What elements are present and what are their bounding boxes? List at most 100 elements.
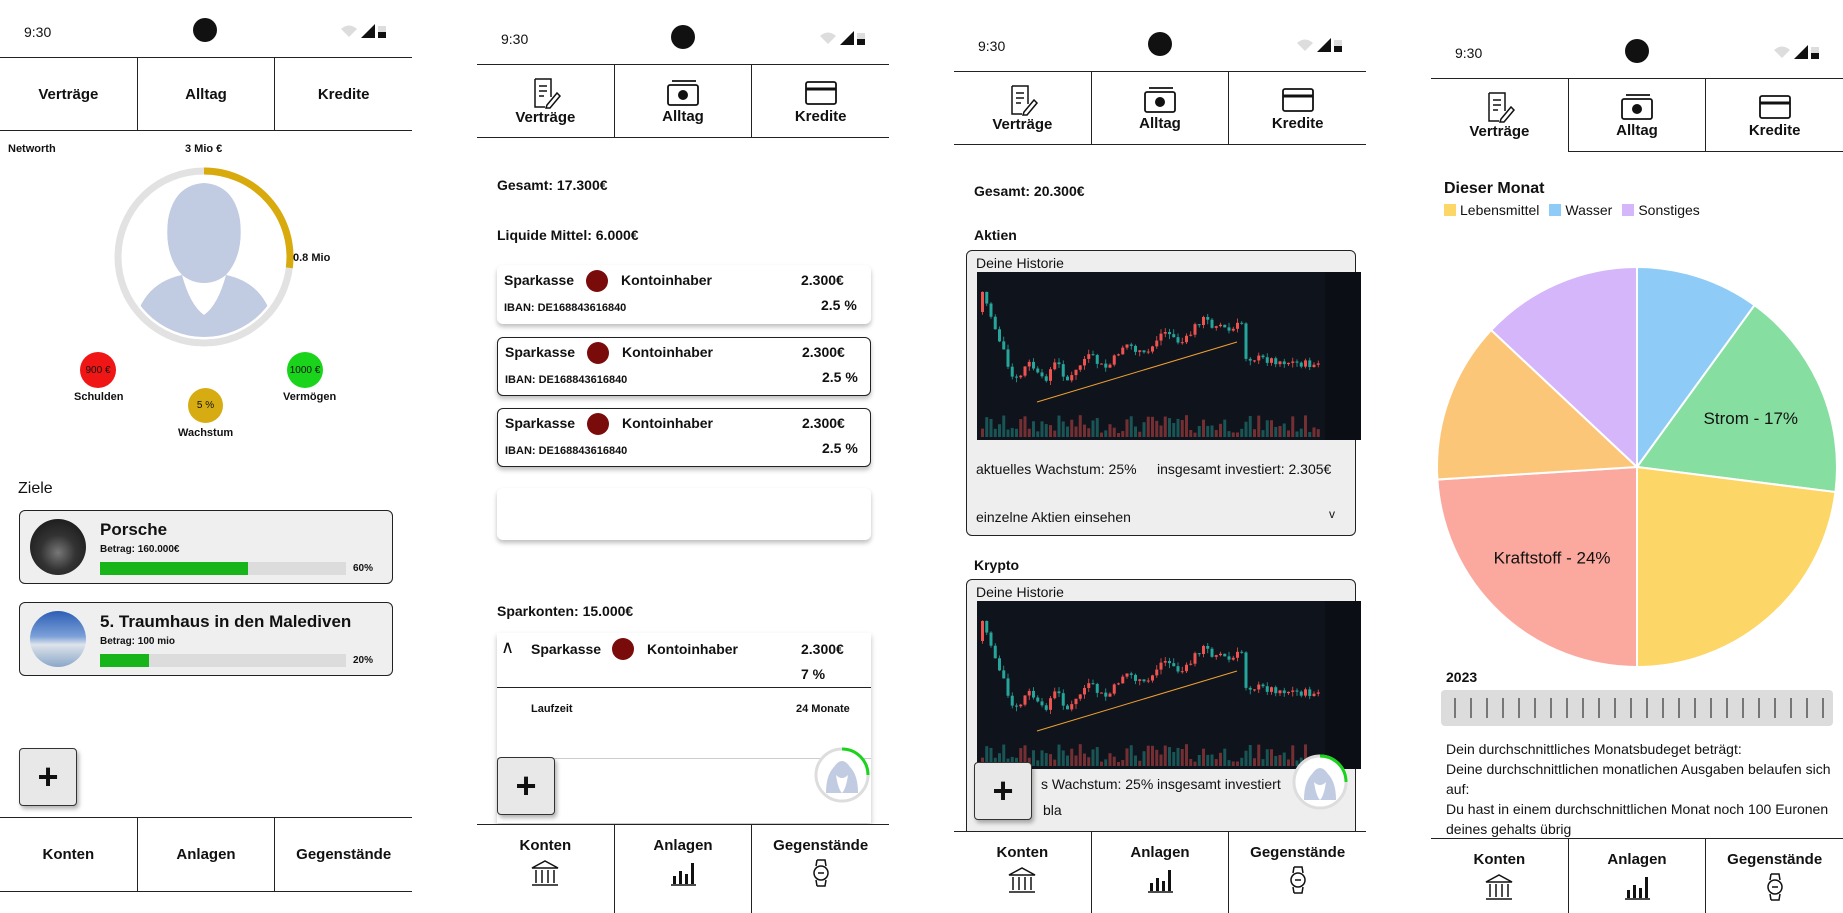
candle — [1117, 683, 1120, 685]
volume-bar — [1214, 759, 1218, 766]
pie-slice[interactable] — [1436, 328, 1640, 481]
goal-card-porsche[interactable]: Porsche Betrag: 160.000€ 60% — [19, 510, 393, 584]
account-card[interactable]: Sparkasse Kontoinhaber 2.300€ IBAN: DE16… — [497, 337, 871, 396]
status-time: 9:30 — [978, 38, 1006, 54]
volume-bar — [1180, 749, 1184, 766]
add-button[interactable]: + — [497, 757, 555, 815]
candle — [1019, 375, 1023, 378]
status-icons — [819, 31, 865, 45]
volume-bar — [1044, 424, 1048, 437]
nav-anlagen[interactable]: Anlagen — [1567, 839, 1706, 913]
budget-summary: Dein durchschnittliches Monatsbudeget be… — [1446, 739, 1834, 839]
volume-bar — [1006, 429, 1010, 437]
nav-anlagen[interactable]: Anlagen — [613, 825, 752, 913]
pie-slice[interactable] — [1436, 465, 1638, 669]
top-tabbar: Verträge Alltag Kredite — [477, 64, 889, 138]
wachstum-badge[interactable]: 5 % — [188, 388, 223, 423]
goal-amount: Betrag: 100 mio — [100, 636, 176, 647]
month-slider[interactable] — [1441, 690, 1833, 726]
add-button[interactable]: + — [974, 762, 1032, 820]
account-card[interactable]: Sparkasse Kontoinhaber 2.300€ IBAN: DE16… — [497, 408, 871, 467]
account-rate: 2.5 % — [822, 440, 858, 456]
single-stocks-link[interactable]: einzelne Aktien einsehen — [976, 509, 1131, 525]
account-iban: IBAN: DE168843616840 — [505, 374, 628, 386]
volume-bar — [1125, 748, 1129, 766]
collapse-icon[interactable]: ∧ — [501, 637, 515, 657]
volume-bar — [1053, 759, 1057, 766]
tab-kredite[interactable]: Kredite — [1228, 72, 1366, 144]
tab-vertraege[interactable]: Verträge — [477, 65, 614, 137]
nav-gegenstaende[interactable]: Gegenstände — [1705, 839, 1843, 913]
stock-history-chart[interactable] — [977, 272, 1361, 440]
tab-kredite[interactable]: Kredite — [274, 58, 412, 130]
tab-alltag[interactable]: Alltag — [1567, 79, 1706, 152]
pie-slice[interactable] — [1635, 303, 1838, 494]
candle — [1091, 683, 1095, 685]
volume-bar — [1189, 429, 1193, 437]
candle — [1248, 687, 1252, 690]
tab-vertraege[interactable]: Verträge — [1431, 79, 1568, 152]
nav-konten[interactable]: Konten — [477, 825, 614, 913]
volume-bar — [1146, 416, 1150, 437]
candle — [1295, 690, 1299, 692]
candle — [1036, 368, 1040, 373]
tab-kredite[interactable]: Kredite — [751, 65, 889, 137]
tab-vertraege[interactable]: Verträge — [954, 72, 1091, 144]
pie-slice[interactable] — [1636, 465, 1837, 669]
volume-bar — [1129, 745, 1133, 766]
candle — [1087, 683, 1091, 688]
candle — [1210, 319, 1214, 328]
candle — [1032, 690, 1035, 698]
nav-konten[interactable]: Konten — [1431, 839, 1568, 913]
nav-anlagen[interactable]: Anlagen — [1090, 832, 1229, 913]
pie-slice[interactable] — [1636, 265, 1756, 471]
stocks-panel[interactable]: Deine Historie aktuelles Wachstum: 25% i… — [966, 250, 1361, 536]
tab-alltag[interactable]: Alltag — [613, 65, 752, 137]
volume-bar — [1291, 416, 1295, 437]
expense-pie-chart[interactable]: Strom - 17% Kraftstoff - 24% — [1431, 260, 1843, 670]
nav-konten[interactable]: Konten — [954, 832, 1091, 913]
nav-gegenstaende[interactable]: Gegenstände — [751, 825, 889, 913]
volume-bar — [1134, 426, 1137, 437]
volume-bar — [993, 428, 997, 437]
nav-anlagen[interactable]: Anlagen — [136, 818, 275, 891]
volume-bar — [1066, 755, 1069, 766]
vermoegen-badge[interactable]: 1000 € — [287, 352, 323, 388]
avatar-silhouette — [132, 183, 276, 337]
empty-account-card[interactable] — [497, 488, 871, 540]
tab-alltag[interactable]: Alltag — [136, 58, 275, 130]
candle — [1142, 679, 1146, 682]
chevron-down-icon[interactable]: v — [1329, 507, 1335, 521]
candle — [1265, 686, 1269, 692]
contract-icon — [534, 77, 562, 109]
schulden-badge[interactable]: 900 € — [80, 352, 116, 388]
nav-gegenstaende[interactable]: Gegenstände — [1228, 832, 1366, 913]
account-card[interactable]: Sparkasse Kontoinhaber 2.300€ IBAN: DE16… — [497, 265, 871, 324]
goals-title: Ziele — [18, 480, 53, 497]
add-button[interactable]: + — [19, 748, 77, 806]
candle — [1100, 692, 1103, 694]
nav-gegenstaende[interactable]: Gegenstände — [274, 818, 412, 891]
avatar-progress-button[interactable] — [1290, 752, 1350, 812]
nav-label: Anlagen — [1130, 844, 1190, 861]
tab-vertraege[interactable]: Verträge — [0, 58, 137, 130]
total-label: Gesamt: 20.300€ — [974, 183, 1085, 199]
battery-icon — [1334, 40, 1342, 52]
bottom-nav: Konten Anlagen Gegenstände — [0, 817, 412, 892]
candle — [1108, 364, 1112, 368]
tab-kredite[interactable]: Kredite — [1705, 79, 1843, 152]
battery-icon — [1811, 47, 1819, 59]
avatar-progress-button[interactable] — [812, 745, 872, 805]
nav-konten[interactable]: Konten — [0, 818, 137, 891]
tab-label: Alltag — [1139, 114, 1181, 132]
goal-card-traumhaus[interactable]: 5. Traumhaus in den Malediven Betrag: 10… — [19, 602, 393, 676]
volume-bar — [1121, 760, 1125, 766]
savings-card[interactable]: ∧ Sparkasse Kontoinhaber 2.300€ 7 % Lauf… — [497, 633, 871, 823]
wifi-icon — [1774, 46, 1790, 58]
crypto-history-chart[interactable] — [977, 601, 1361, 769]
pie-slice[interactable] — [1489, 265, 1638, 470]
volume-bar — [1295, 760, 1299, 766]
volume-bar — [1223, 748, 1227, 766]
candle — [1138, 679, 1142, 681]
tab-alltag[interactable]: Alltag — [1090, 72, 1229, 144]
